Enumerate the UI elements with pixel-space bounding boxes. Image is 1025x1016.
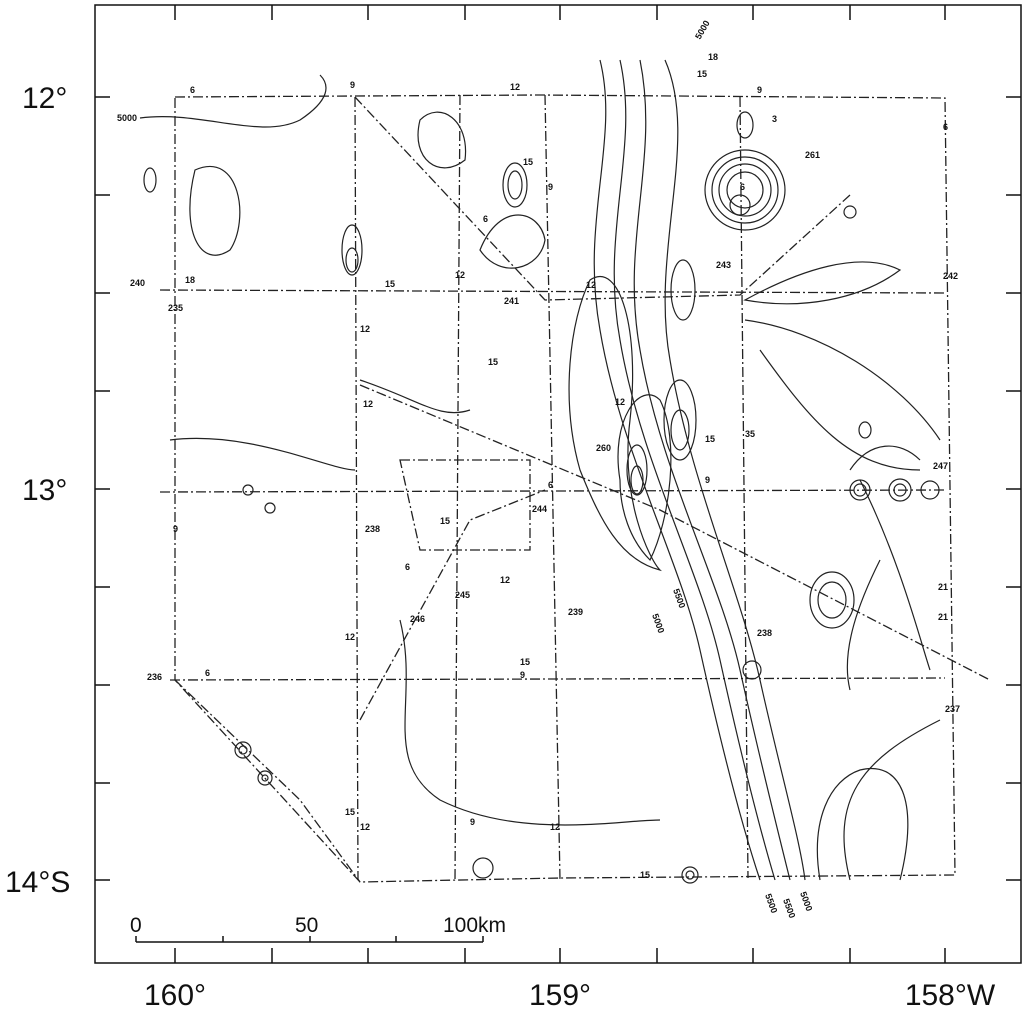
station-label: 247 (933, 461, 948, 471)
scale-label: 100km (443, 914, 506, 937)
ticks (95, 5, 1021, 963)
contour-label: 9 (548, 182, 553, 192)
contour-label: 12 (455, 270, 465, 280)
contour-label: 6 (190, 85, 195, 95)
station-label: 239 (568, 607, 583, 617)
contour-label: 9 (173, 524, 178, 534)
contour-label: 12 (345, 632, 355, 642)
contour-label: 35 (745, 429, 755, 439)
contour-label: 6 (943, 122, 948, 132)
depth-label: 5000 (650, 612, 666, 634)
lat-label: 12° (22, 82, 67, 115)
scale-label: 0 (130, 914, 142, 937)
frame (95, 5, 1021, 963)
contour-label: 6 (405, 562, 410, 572)
contour-label: 15 (523, 157, 533, 167)
depth-label: 5500 (781, 897, 797, 919)
station-label: 245 (455, 590, 470, 600)
contour-label: 18 (708, 52, 718, 62)
contour-circles (144, 112, 939, 883)
station-label: 236 (147, 672, 162, 682)
contour-label: 12 (360, 822, 370, 832)
contour-label: 15 (640, 870, 650, 880)
contour-label: 15 (345, 807, 355, 817)
contour-label: 9 (757, 85, 762, 95)
contour-label: 9 (520, 670, 525, 680)
station-label: 237 (945, 704, 960, 714)
contour-label: 12 (550, 822, 560, 832)
contour-label: 6 (483, 214, 488, 224)
contour-label: 6 (548, 480, 553, 490)
station-label: 244 (532, 504, 547, 514)
station-label: 240 (130, 278, 145, 288)
contour-label: 15 (520, 657, 530, 667)
contour-label: 18 (185, 275, 195, 285)
lon-label: 159° (529, 979, 591, 1012)
depth-label: 5000 (693, 19, 712, 41)
depth-label: 5000 (117, 113, 137, 123)
contour-label: 6 (740, 182, 745, 192)
contour-label: 21 (938, 612, 948, 622)
lon-label: 160° (144, 979, 206, 1012)
depth-label: 5500 (763, 892, 779, 914)
scale-label: 50 (295, 914, 318, 937)
lat-label: 14°S (5, 866, 70, 899)
contour-label: 9 (705, 475, 710, 485)
depth-label: 5000 (798, 890, 814, 912)
map: 12° 13° 14°S 160° 159° 158°W 0 50 100km 235 236 237… (0, 0, 1025, 1016)
contour-label: 6 (205, 668, 210, 678)
station-label: 243 (716, 260, 731, 270)
station-label: 238 (365, 524, 380, 534)
depth-label: 5500 (671, 587, 687, 609)
contour-label: 12 (615, 397, 625, 407)
station-label: 260 (596, 443, 611, 453)
station-label: 261 (805, 150, 820, 160)
station-label: 246 (410, 614, 425, 624)
lon-label: 158°W (905, 979, 996, 1012)
station-label: 235 (168, 303, 183, 313)
contour-label: 15 (385, 279, 395, 289)
station-label: 238 (757, 628, 772, 638)
contours (140, 60, 940, 880)
contour-label: 15 (488, 357, 498, 367)
contour-label: 9 (350, 80, 355, 90)
contour-label: 21 (938, 582, 948, 592)
lat-label: 13° (22, 474, 67, 507)
contour-label: 9 (470, 817, 475, 827)
contour-label: 3 (772, 114, 777, 124)
contour-label: 12 (360, 324, 370, 334)
contour-label: 12 (510, 82, 520, 92)
station-label: 241 (504, 296, 519, 306)
contour-label: 12 (363, 399, 373, 409)
station-label: 242 (943, 271, 958, 281)
contour-label: 12 (500, 575, 510, 585)
contour-label: 15 (705, 434, 715, 444)
contour-label: 15 (697, 69, 707, 79)
contour-label: 15 (440, 516, 450, 526)
contour-label: 12 (586, 280, 596, 290)
